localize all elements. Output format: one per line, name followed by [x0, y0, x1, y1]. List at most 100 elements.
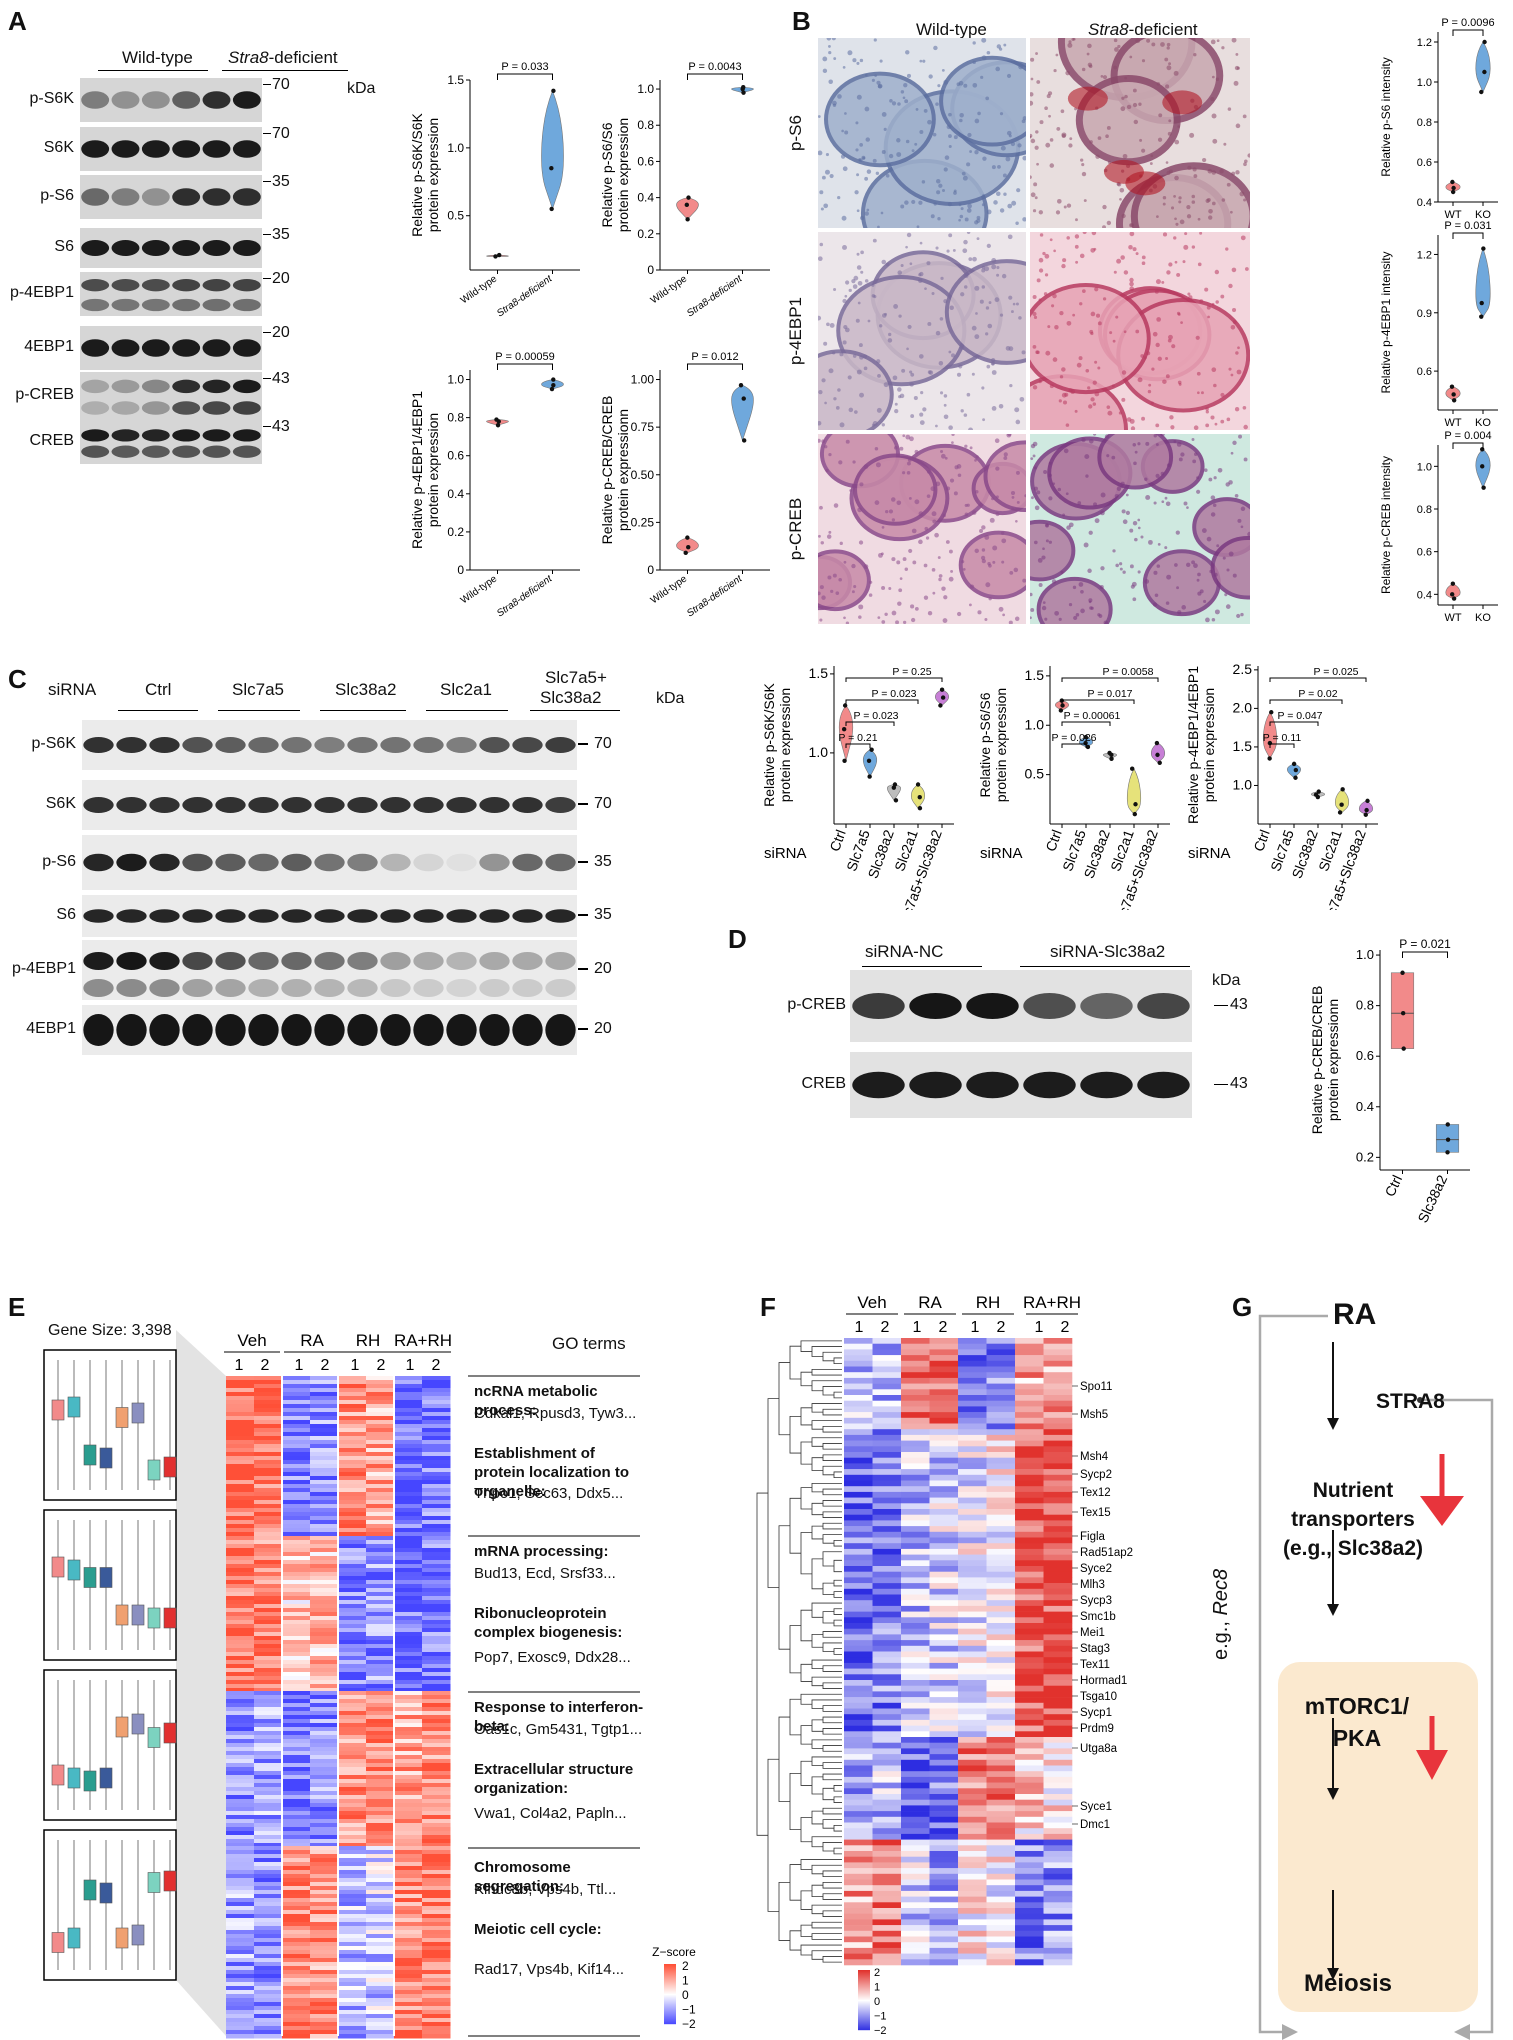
replicate-label: 1	[351, 1357, 360, 1374]
go-terms-title: GO terms	[552, 1334, 626, 1353]
data-point	[1449, 384, 1455, 389]
replicate-label: 2	[321, 1357, 330, 1374]
group-slc2a1: Slc2a1	[440, 680, 492, 699]
go-term-bold: ncRNA metabolic process:	[474, 1383, 598, 1419]
blot-d-p-CREB	[850, 970, 1192, 1042]
panel-c-charts: 1.01.5CtrlSlc7a5Slc38a2Slc2a1Slc7a5+Slc3…	[761, 661, 1378, 910]
violin-chart-a-1: 0 0.2 0.4 0.6 0.8 1.0 Wild-typeStra8-deficient…	[599, 61, 770, 319]
go-term-genes: Tnpo1, Sec63, Ddx5...	[474, 1485, 624, 1502]
blot-label: p-S6	[40, 187, 74, 204]
y-tick-label: 1.5	[1233, 738, 1253, 754]
heatmap-column-label: RA	[300, 1331, 324, 1350]
y-tick-label: 2.5	[1233, 661, 1253, 677]
y-axis-label: Relative p-4EBP1 intensity	[1379, 251, 1393, 393]
panel-label-d: D	[728, 924, 747, 954]
data-point	[1339, 802, 1344, 807]
p-value: P = 0.00061	[1064, 710, 1121, 722]
kda-mark: 43	[1230, 1075, 1248, 1092]
panel-label-f: F	[760, 1292, 776, 1322]
cluster-boxplot	[43, 1829, 177, 1981]
category-label: Slc38a2	[1414, 1172, 1450, 1225]
blot-label: p-CREB	[787, 996, 846, 1013]
replicate-label: 1	[235, 1357, 244, 1374]
kda-mark: 43	[1230, 996, 1248, 1013]
y-tick-label: 0.2	[447, 525, 464, 539]
blot-label: S6K	[45, 795, 76, 812]
violin-chart-b-1: 0.6 0.9 1.2 WT KO Relative p-4EBP1 intensity P…	[1379, 220, 1498, 429]
legend-tick: −2	[682, 2017, 696, 2031]
data-point	[1316, 789, 1321, 794]
go-term-genes: Bud13, Ecd, Srsf33...	[474, 1565, 616, 1582]
kda-title: kDa	[347, 80, 376, 97]
data-point	[741, 396, 746, 401]
panel-d-blots: siRNA-NC siRNA-Slc38a2 kDa p-CREB 43 CREB 4…	[720, 920, 1260, 1240]
data-point	[1293, 775, 1298, 780]
go-term-bold: Chromosome segregation:	[474, 1859, 571, 1895]
data-point	[917, 806, 923, 811]
kda-mark: 70	[272, 76, 290, 93]
dendrogram	[756, 1340, 842, 1963]
go-term-bold: mRNA processing:	[474, 1543, 609, 1560]
kda-tick	[578, 1028, 588, 1030]
blot-label: CREB	[29, 432, 74, 449]
y-tick-label: 0.6	[447, 449, 464, 463]
data-point	[893, 798, 899, 803]
data-point	[1337, 810, 1343, 815]
ihc-image-1-1	[1030, 232, 1250, 430]
legend-tick: 0	[874, 1996, 880, 2008]
y-tick-label: 2.0	[1233, 699, 1253, 715]
blot-c-p-S6	[82, 835, 577, 890]
kda-mark: 20	[272, 324, 290, 341]
panel-b-charts: 0.4 0.6 0.8 1.0 1.2 WT KO Relative p-S6 intensi…	[1379, 17, 1498, 624]
gene-label: Hormad1	[1080, 1675, 1127, 1687]
data-point	[1132, 811, 1138, 817]
gene-label: Prdm9	[1080, 1723, 1114, 1735]
data-point	[1450, 581, 1456, 586]
replicate-label: 2	[997, 1319, 1006, 1336]
kda-tick	[263, 181, 271, 182]
data-point	[1479, 314, 1484, 319]
data-point	[1365, 798, 1370, 804]
ihc-image-0-1	[1030, 38, 1250, 228]
replicate-label: 2	[261, 1357, 270, 1374]
stra8-pathway-line	[1420, 1398, 1494, 2034]
go-term-bold: Meiotic cell cycle:	[474, 1921, 602, 1938]
kda-mark: 70	[594, 795, 612, 812]
blot-a-S6K	[80, 127, 262, 171]
data-point	[1058, 708, 1064, 713]
y-tick-label: 1.0	[1356, 947, 1374, 962]
kda-tick	[263, 332, 271, 333]
data-point	[1313, 792, 1319, 797]
y-tick-label: 0.8	[1356, 998, 1374, 1013]
y-tick-label: 0.5	[447, 209, 464, 223]
category-label: WT	[1444, 209, 1461, 221]
data-point	[1451, 392, 1456, 397]
replicate-label: 2	[1061, 1319, 1070, 1336]
data-point	[1129, 766, 1135, 771]
y-tick-label: 1.0	[809, 744, 829, 760]
go-term-genes: Vwa1, Col4a2, Papln...	[474, 1805, 627, 1822]
data-point	[938, 703, 943, 708]
gene-label: Tex12	[1080, 1487, 1111, 1499]
blot-label: p-4EBP1	[9, 284, 74, 301]
data-point	[1445, 1150, 1450, 1155]
data-point	[866, 758, 872, 763]
category-label: KO	[1475, 612, 1491, 624]
y-tick-label: 1.0	[1025, 716, 1045, 732]
y-tick-label: 0.75	[631, 420, 655, 434]
blot-a-p-S6K	[80, 78, 262, 122]
data-point	[1291, 761, 1297, 767]
data-point	[1450, 179, 1455, 185]
data-point	[551, 377, 556, 382]
legend-tick: −1	[682, 2003, 696, 2017]
y-tick-label: 1.5	[447, 73, 464, 87]
panel-e: Gene Size: 3,398Gene Size: 3,445Gene Siz…	[0, 1280, 740, 2040]
category-label: Ctrl	[1382, 1173, 1406, 1200]
kda-tick	[263, 133, 271, 134]
gene-label: Msh4	[1080, 1451, 1109, 1463]
panel-label-b: B	[792, 6, 811, 36]
gene-label: Tex11	[1080, 1659, 1110, 1671]
y-axis-label: Relative p-CREB/CREB	[1309, 986, 1325, 1135]
y-tick-label: 0.50	[631, 468, 655, 482]
category-label: Wild-type	[649, 573, 690, 606]
